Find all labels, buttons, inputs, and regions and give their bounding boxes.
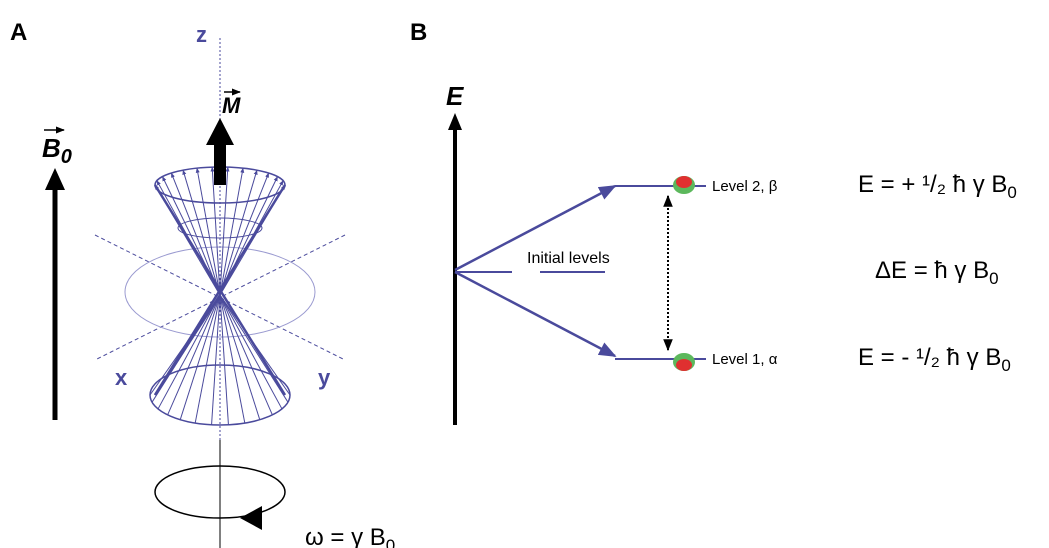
- spin-vector: [210, 166, 221, 296]
- cone-edge: [153, 184, 287, 396]
- energy-arrowhead: [448, 113, 462, 130]
- cone-ray: [219, 294, 261, 420]
- field-subscript: 0: [61, 146, 72, 168]
- equation-subscript: 0: [1007, 183, 1016, 202]
- equation-text: E = - ¹/₂ ħ γ B: [858, 344, 1001, 371]
- initial-levels-label: Initial levels: [527, 250, 610, 267]
- cone-ray: [211, 294, 221, 425]
- spin-vector: [219, 167, 245, 296]
- level-label: Level 2, β: [712, 178, 778, 195]
- spin-vector: [182, 169, 221, 296]
- magnetization-label: M: [222, 93, 241, 118]
- cone-ray: [219, 294, 283, 410]
- rotation-ellipse: [154, 465, 286, 519]
- field-arrowhead: [45, 168, 65, 190]
- y-axis-line: [94, 234, 346, 361]
- equator-ellipse: [124, 246, 316, 338]
- equation-text: E = + ¹/₂ ħ γ B: [858, 171, 1007, 198]
- spin-vector: [219, 169, 258, 296]
- cone-ray: [194, 294, 221, 424]
- energy-label: E: [446, 81, 464, 111]
- equation-subscript: 0: [1001, 356, 1010, 375]
- equation: E = + ¹/₂ ħ γ B0: [858, 171, 1017, 202]
- equation-subscript: 0: [386, 536, 395, 548]
- panel-label: B: [410, 19, 427, 46]
- y-label: y: [318, 365, 331, 390]
- upper-inner-rim: [177, 217, 263, 239]
- lower-cone-rim: [149, 364, 291, 426]
- field-symbol: B: [42, 133, 61, 163]
- z-label: z: [196, 22, 207, 47]
- spin-ball: [673, 353, 695, 371]
- cone-ray: [219, 294, 229, 425]
- cone-ray: [219, 294, 273, 416]
- split-arrow: [454, 270, 617, 358]
- split-arrow: [454, 184, 617, 272]
- spin-ball: [673, 176, 695, 194]
- panel-label: A: [10, 19, 27, 46]
- x-axis-line: [94, 234, 346, 361]
- cone-ray: [179, 294, 221, 420]
- cone-ray: [167, 294, 221, 416]
- cone-ray: [157, 294, 221, 410]
- spin-vector: [195, 167, 221, 296]
- equation: E = - ¹/₂ ħ γ B0: [858, 344, 1011, 375]
- equation-text: ω = γ B: [305, 524, 386, 548]
- spin-vector: [219, 166, 230, 296]
- x-label: x: [115, 365, 128, 390]
- field-label: B0: [42, 133, 72, 168]
- equation: ΔE = ħ γ B0: [875, 257, 999, 288]
- precession-equation: ω = γ B0: [305, 524, 395, 548]
- level-label: Level 1, α: [712, 351, 778, 368]
- magnetization-arrow: [206, 118, 234, 185]
- rotation-arrowhead: [240, 506, 262, 530]
- equation-text: ΔE = ħ γ B: [875, 257, 989, 284]
- cone-ray: [219, 294, 289, 403]
- cone-ray: [219, 294, 246, 424]
- equation-subscript: 0: [989, 269, 998, 288]
